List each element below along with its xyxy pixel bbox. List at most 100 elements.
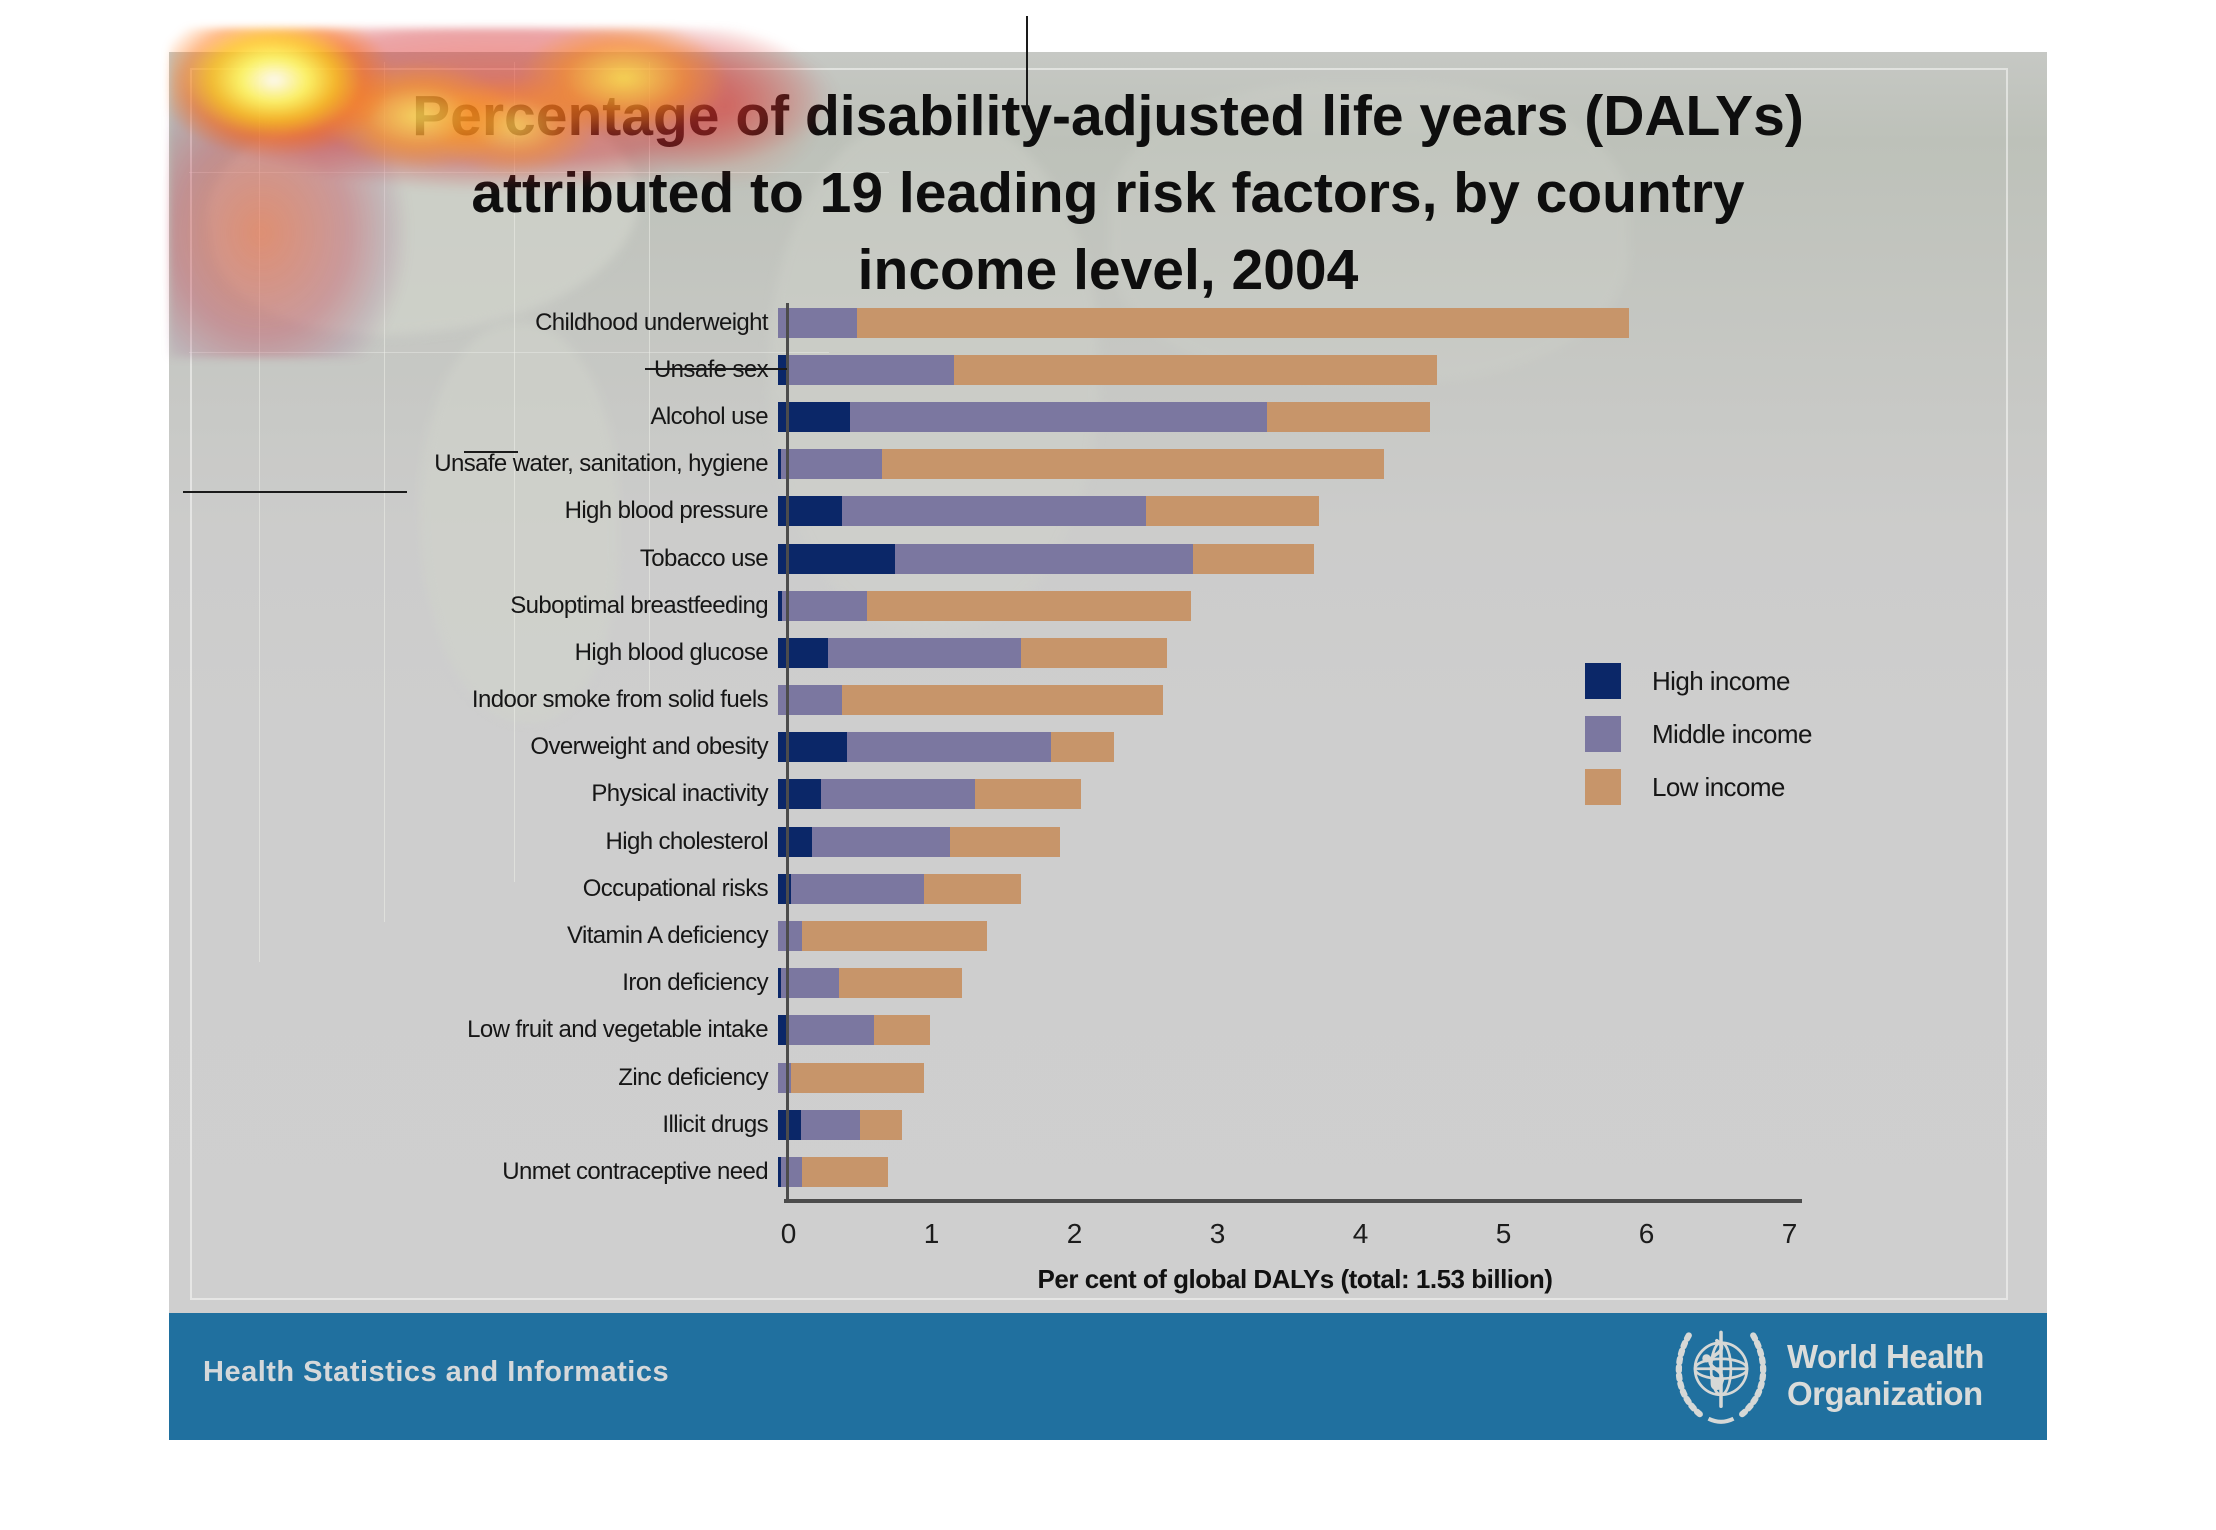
bar-segment-high-income bbox=[778, 1015, 788, 1046]
category-label: Illicit drugs bbox=[662, 1110, 768, 1138]
bar-row: Zinc deficiency bbox=[280, 1054, 1629, 1101]
bar-segment-low-income bbox=[975, 779, 1082, 810]
bar-row: Suboptimal breastfeeding bbox=[280, 582, 1629, 629]
title-line-2: attributed to 19 leading risk factors, b… bbox=[471, 161, 1745, 225]
who-text-line-1: World Health bbox=[1787, 1338, 1984, 1375]
bar-segment-high-income bbox=[778, 1109, 801, 1140]
stacked-bar bbox=[778, 1156, 889, 1187]
legend-entry: Low income bbox=[1585, 769, 1812, 805]
stacked-bar bbox=[778, 732, 1115, 763]
category-label: High blood pressure bbox=[564, 497, 769, 525]
bar-row: High blood glucose bbox=[280, 629, 1629, 676]
category-label: Indoor smoke from solid fuels bbox=[471, 686, 769, 714]
title-line-3: income level, 2004 bbox=[857, 238, 1359, 302]
bar-row: Physical inactivity bbox=[280, 771, 1629, 818]
bar-segment-middle-income bbox=[790, 873, 924, 904]
bar-segment-middle-income bbox=[778, 307, 857, 338]
bar-segment-high-income bbox=[778, 449, 781, 480]
bar-row: Tobacco use bbox=[280, 535, 1629, 582]
category-label: Vitamin A deficiency bbox=[566, 922, 769, 950]
x-axis-line bbox=[784, 1199, 1802, 1203]
who-text-line-2: Organization bbox=[1787, 1375, 1983, 1412]
stacked-bar bbox=[778, 543, 1315, 574]
bar-segment-middle-income bbox=[778, 921, 803, 952]
stacked-bar bbox=[778, 826, 1060, 857]
stacked-bar bbox=[778, 1109, 903, 1140]
bar-row: High blood pressure bbox=[280, 488, 1629, 535]
stacked-bar bbox=[778, 401, 1431, 432]
bar-segment-middle-income bbox=[812, 826, 950, 857]
bar-row: Occupational risks bbox=[280, 865, 1629, 912]
bar-segment-middle-income bbox=[788, 1015, 874, 1046]
bar-segment-low-income bbox=[866, 590, 1192, 621]
category-label: High blood glucose bbox=[574, 638, 769, 666]
stacked-bar bbox=[778, 873, 1022, 904]
bar-row: Unmet contraceptive need bbox=[280, 1148, 1629, 1195]
stacked-bar bbox=[778, 1062, 924, 1093]
stacked-bar bbox=[778, 685, 1163, 716]
stacked-bar bbox=[778, 496, 1319, 527]
category-label: Tobacco use bbox=[639, 544, 769, 572]
bar-segment-middle-income bbox=[846, 732, 1052, 763]
bar-segment-high-income bbox=[778, 401, 850, 432]
bar-segment-low-income bbox=[839, 968, 963, 999]
chart-legend: High income Middle income Low income bbox=[1585, 663, 1812, 822]
bar-segment-high-income bbox=[778, 543, 896, 574]
stacked-bar bbox=[778, 307, 1629, 338]
bar-segment-high-income bbox=[778, 968, 781, 999]
category-label: Unsafe sex bbox=[653, 355, 769, 383]
bar-segment-low-income bbox=[1145, 496, 1319, 527]
stacked-bar bbox=[778, 449, 1385, 480]
bar-segment-low-income bbox=[802, 921, 987, 952]
category-label: Physical inactivity bbox=[591, 780, 768, 808]
bar-segment-low-income bbox=[842, 685, 1163, 716]
category-label: Zinc deficiency bbox=[618, 1063, 768, 1091]
bar-segment-middle-income bbox=[820, 779, 976, 810]
x-tick-label: 1 bbox=[923, 1218, 940, 1249]
category-label: Overweight and obesity bbox=[530, 733, 768, 761]
title-line-1: Percentage of disability-adjusted life y… bbox=[412, 84, 1804, 148]
legend-label: Low income bbox=[1652, 771, 1785, 802]
bar-segment-middle-income bbox=[786, 354, 954, 385]
bar-row: Alcohol use bbox=[280, 393, 1629, 440]
slide-content-area: Percentage of disability-adjusted life y… bbox=[169, 52, 2047, 1313]
bar-segment-low-income bbox=[873, 1015, 930, 1046]
x-tick-label: 0 bbox=[780, 1218, 797, 1249]
category-label: Childhood underweight bbox=[535, 308, 769, 336]
slide-background: Percentage of disability-adjusted life y… bbox=[169, 52, 2047, 1440]
x-axis-title: Per cent of global DALYs (total: 1.53 bi… bbox=[1037, 1264, 1553, 1294]
bar-segment-middle-income bbox=[828, 637, 1022, 668]
stacked-bar bbox=[778, 968, 963, 999]
bar-row: High cholesterol bbox=[280, 818, 1629, 865]
bar-segment-low-income bbox=[949, 826, 1060, 857]
x-tick-label: 5 bbox=[1495, 1218, 1512, 1249]
bar-segment-high-income bbox=[778, 779, 821, 810]
category-label: Low fruit and vegetable intake bbox=[467, 1016, 768, 1044]
category-label: Alcohol use bbox=[650, 402, 769, 430]
bar-segment-low-income bbox=[882, 449, 1385, 480]
bar-row: Childhood underweight bbox=[280, 299, 1629, 346]
legend-entry: Middle income bbox=[1585, 716, 1812, 752]
bar-segment-middle-income bbox=[782, 590, 867, 621]
x-tick-label: 4 bbox=[1352, 1218, 1369, 1249]
legend-swatch-low-income bbox=[1585, 769, 1621, 805]
bar-segment-middle-income bbox=[895, 543, 1193, 574]
bar-segment-low-income bbox=[1051, 732, 1115, 763]
slide-title: Percentage of disability-adjusted life y… bbox=[169, 78, 2047, 309]
bar-segment-high-income bbox=[778, 1156, 781, 1187]
stacked-bar bbox=[778, 921, 987, 952]
x-tick-label: 2 bbox=[1066, 1218, 1083, 1249]
legend-label: High income bbox=[1652, 665, 1791, 696]
bar-segment-high-income bbox=[778, 732, 847, 763]
y-axis-line bbox=[786, 303, 789, 1202]
bar-segment-low-income bbox=[859, 1109, 903, 1140]
legend-label: Middle income bbox=[1652, 718, 1812, 749]
bar-segment-low-income bbox=[1267, 401, 1431, 432]
who-logo: World Health Organization bbox=[1669, 1323, 1984, 1427]
category-label: Occupational risks bbox=[582, 874, 769, 902]
bar-segment-low-income bbox=[1192, 543, 1315, 574]
bar-segment-low-income bbox=[923, 873, 1022, 904]
who-emblem-icon bbox=[1675, 1330, 1767, 1424]
bar-row: Overweight and obesity bbox=[280, 724, 1629, 771]
